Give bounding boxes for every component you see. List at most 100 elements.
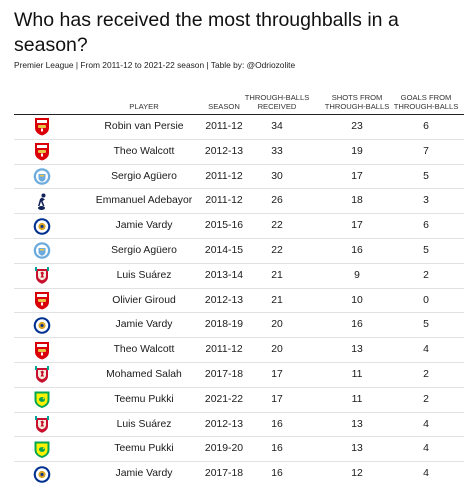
leicester-crest-icon (33, 465, 51, 484)
arsenal-crest-icon (33, 142, 51, 161)
arsenal-crest-icon (33, 291, 51, 310)
goals-cell: 4 (423, 443, 429, 455)
goals-cell: 6 (423, 220, 429, 232)
shots-cell: 13 (351, 344, 363, 356)
throughballs-cell: 16 (271, 443, 283, 455)
shots-cell: 13 (351, 418, 363, 430)
season-cell: 2011-12 (205, 170, 243, 182)
shots-cell: 10 (351, 294, 363, 306)
table-body: Robin van Persie 2011-12 3 4 23 6 Theo Walcott… (14, 115, 464, 486)
season-cell: 2013-14 (204, 269, 244, 281)
table-row: Robin van Persie 2011-12 34 23 6 (14, 115, 464, 140)
player-cell: Robin van Persie (104, 121, 184, 132)
goals-cell: 5 (423, 319, 429, 331)
table-row: Sergio Agüero 2014-15 22 16 5 (14, 239, 464, 264)
man-city-crest-icon (33, 241, 51, 260)
goals-cell: 3 (423, 195, 429, 207)
throughballs-cell: 20 (271, 344, 283, 356)
arsenal-crest-icon (33, 117, 51, 136)
season-cell: 2017-18 (204, 468, 244, 480)
shots-cell: 13 (351, 443, 363, 455)
liverpool-crest-icon (33, 365, 51, 384)
table-title: Who has received the most throughballs i… (14, 9, 399, 56)
goals-cell: 6 (423, 121, 429, 132)
shots-cell: 16 (351, 319, 363, 331)
table-row: Theo Walcott 2011-12 20 13 4 (14, 338, 464, 363)
throughballs-cell: 22 (271, 220, 283, 232)
throughballs-cell: 22 (271, 244, 283, 256)
season-cell: 2011-12 (205, 121, 243, 132)
table-row: Olivier Giroud 2012-13 21 10 0 (14, 289, 464, 314)
shots-cell: 16 (351, 244, 363, 256)
throughballs-cell: 26 (271, 195, 283, 207)
table-subtitle: Premier League | From 2011-12 to 2021-22… (14, 60, 296, 70)
throughballs-cell: 16 (271, 418, 283, 430)
goals-cell: 5 (423, 170, 429, 182)
shots-cell: 12 (351, 468, 363, 480)
goals-cell: 0 (423, 294, 429, 306)
player-cell: Jamie Vardy (115, 468, 173, 480)
season-cell: 2019-20 (204, 443, 244, 455)
table-row: Jamie Vardy 2015-16 22 17 6 (14, 214, 464, 239)
goals-cell: 4 (423, 344, 429, 356)
throughballs-cell: 30 (271, 170, 283, 182)
table-row: Jamie Vardy 2017-18 16 12 4 (14, 462, 464, 486)
table-row: Jamie Vardy 2018-19 20 16 5 (14, 313, 464, 339)
player-cell: Theo Walcott (113, 344, 175, 356)
goals-cell: 2 (423, 269, 429, 281)
shots-cell: 11 (351, 368, 363, 380)
player-cell: Jamie Vardy (115, 319, 173, 331)
shots-cell: 18 (351, 195, 363, 207)
throughballs-cell: 21 (271, 269, 283, 281)
season-cell: 2012-13 (204, 294, 244, 306)
season-cell: 2015-16 (204, 220, 244, 232)
player-cell: Jamie Vardy (115, 220, 173, 232)
season-cell: 2018-19 (204, 319, 244, 331)
goals-cell: 4 (423, 468, 429, 480)
shots-cell: 17 (351, 170, 363, 182)
column-header-season: SEASON (208, 102, 240, 111)
liverpool-crest-icon (33, 415, 51, 434)
goals-cell: 5 (423, 244, 429, 256)
shots-cell: 23 (351, 121, 363, 132)
shots-cell: 11 (351, 393, 363, 405)
leicester-crest-icon (33, 316, 51, 335)
goals-cell: 2 (423, 393, 429, 405)
player-cell: Teemu Pukki (114, 393, 174, 405)
season-cell: 2011-12 (205, 344, 243, 356)
player-cell: Mohamed Salah (106, 368, 182, 380)
table-row: Sergio Agüero 2011-12 30 17 5 (14, 165, 464, 190)
season-cell: 2012-13 (204, 418, 244, 430)
player-cell: Teemu Pukki (114, 443, 174, 455)
season-cell: 2014-15 (204, 244, 244, 256)
stats-table: PLAYER SEASON THROUGH-BALLS RECEIVED SHO… (14, 86, 464, 486)
shots-cell: 19 (351, 145, 363, 157)
shots-cell: 17 (351, 220, 363, 232)
throughballs-cell: 20 (271, 319, 283, 331)
player-cell: Theo Walcott (113, 145, 175, 157)
table-row: Theo Walcott 2012-13 33 19 7 (14, 140, 464, 165)
season-cell: 2012-13 (204, 145, 244, 157)
goals-cell: 7 (423, 145, 429, 157)
liverpool-crest-icon (33, 266, 51, 285)
column-header-goals: GOALS FROM THROUGH-BALLS (393, 93, 459, 111)
table-row: Luis Suárez 2012-13 16 13 4 (14, 413, 464, 438)
norwich-crest-icon (33, 440, 51, 459)
player-cell: Luis Suárez (116, 418, 172, 430)
tottenham-crest-icon (33, 192, 51, 211)
column-header-player: PLAYER (129, 102, 159, 111)
table-header: PLAYER SEASON THROUGH-BALLS RECEIVED SHO… (14, 86, 464, 115)
player-cell: Sergio Agüero (111, 244, 177, 256)
throughballs-cell: 17 (271, 368, 283, 380)
throughballs-cell: 21 (271, 294, 283, 306)
throughballs-cell: 33 (271, 145, 283, 157)
player-cell: Sergio Agüero (111, 170, 177, 182)
table-row: Emmanuel Adebayor 2011-12 26 18 3 (14, 189, 464, 215)
season-cell: 2017-18 (204, 368, 244, 380)
column-header-throughballs: THROUGH-BALLS RECEIVED (244, 93, 310, 111)
throughballs-cell: 17 (271, 393, 283, 405)
man-city-crest-icon (33, 167, 51, 186)
throughballs-cell: 16 (271, 468, 283, 480)
goals-cell: 2 (423, 368, 429, 380)
